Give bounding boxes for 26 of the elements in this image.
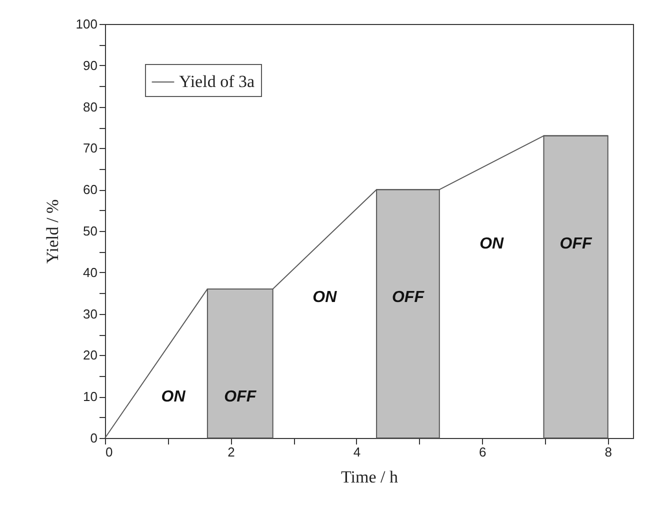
annotation: ON	[161, 388, 186, 406]
y-tick-label: 0	[90, 430, 98, 446]
x-tick-label: 6	[479, 444, 486, 460]
x-tick-label: 2	[228, 444, 235, 460]
legend-label: Yield of 3a	[179, 72, 255, 91]
line-series	[104, 135, 608, 438]
y-tick-label: 70	[83, 140, 98, 156]
annotation: ON	[312, 289, 338, 306]
annotation: OFF	[224, 388, 258, 406]
x-tick-label: 8	[604, 444, 612, 460]
y-tick-label: 90	[83, 58, 98, 73]
annotation: OFF	[560, 235, 594, 252]
x-tick-label: 0	[106, 444, 113, 460]
y-tick-label: 50	[83, 224, 98, 238]
y-axis-title: Yield / %	[42, 199, 62, 264]
y-tick-label: 30	[83, 306, 98, 322]
annotation: OFF	[392, 289, 426, 306]
y-tick-label: 60	[83, 182, 98, 198]
y-tick-label: 100	[76, 16, 98, 32]
x-tick-label: 4	[353, 444, 361, 460]
y-tick-label: 20	[83, 348, 98, 363]
annotation: ON	[480, 235, 504, 252]
y-tick-label: 80	[83, 99, 98, 114]
y-tick-label: 10	[83, 389, 98, 404]
x-axis-title: Time / h	[340, 468, 398, 486]
y-tick-label: 40	[83, 264, 98, 280]
